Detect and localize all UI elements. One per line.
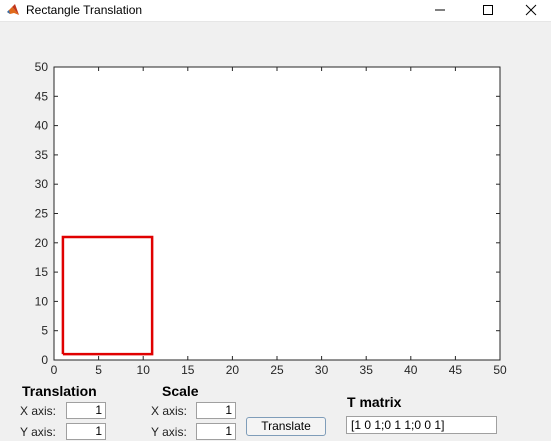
translation-x-input[interactable]: 1 (66, 402, 106, 419)
translation-y-input[interactable]: 1 (66, 423, 106, 440)
scale-x-input[interactable]: 1 (196, 402, 236, 419)
minimize-button[interactable] (423, 0, 457, 20)
x-tick-label: 30 (315, 363, 329, 377)
title-bar: Rectangle Translation (0, 0, 551, 22)
y-tick-label: 35 (35, 148, 49, 162)
y-tick-label: 0 (41, 353, 48, 367)
translate-button[interactable]: Translate (246, 417, 326, 436)
scale-title: Scale (162, 383, 199, 399)
scale-x-label: X axis: (151, 404, 188, 418)
x-tick-label: 20 (226, 363, 240, 377)
x-tick-label: 10 (137, 363, 151, 377)
y-tick-label: 30 (35, 177, 49, 191)
x-tick-label: 0 (51, 363, 58, 377)
axes-box (53, 66, 501, 361)
x-tick-label: 45 (449, 363, 463, 377)
plot-axes: 0 5 10 15 20 25 30 35 40 45 50 0 5 10 15 20 25 30 35 40 45 50 (35, 60, 507, 377)
matlab-icon (7, 4, 19, 15)
x-tick-label: 25 (270, 363, 284, 377)
scale-y-label: Y axis: (151, 425, 187, 439)
y-tick-label: 25 (35, 207, 49, 221)
minimize-icon (435, 9, 445, 11)
x-tick-label: 5 (95, 363, 102, 377)
scale-y-input[interactable]: 1 (196, 423, 236, 440)
close-button[interactable] (514, 0, 548, 20)
close-icon (525, 4, 537, 16)
translation-x-label: X axis: (20, 404, 57, 418)
y-tick-label: 40 (35, 119, 49, 133)
window-title: Rectangle Translation (26, 3, 143, 17)
t-matrix-title: T matrix (347, 394, 402, 410)
x-tick-label: 50 (493, 363, 507, 377)
x-tick-label: 15 (181, 363, 195, 377)
y-tick-label: 20 (35, 236, 49, 250)
t-matrix-field: [1 0 1;0 1 1;0 0 1] (346, 416, 497, 434)
x-tick-label: 40 (404, 363, 418, 377)
maximize-icon (483, 5, 493, 15)
y-tick-label: 45 (35, 89, 49, 103)
maximize-button[interactable] (471, 0, 505, 20)
translation-title: Translation (22, 383, 97, 399)
translation-y-label: Y axis: (20, 425, 56, 439)
y-tick-label: 5 (41, 324, 48, 338)
y-tick-label: 15 (35, 265, 49, 279)
x-tick-label: 35 (360, 363, 374, 377)
y-tick-label: 10 (35, 294, 49, 308)
y-tick-label: 50 (35, 60, 49, 74)
rectangle-shape (61, 235, 154, 356)
